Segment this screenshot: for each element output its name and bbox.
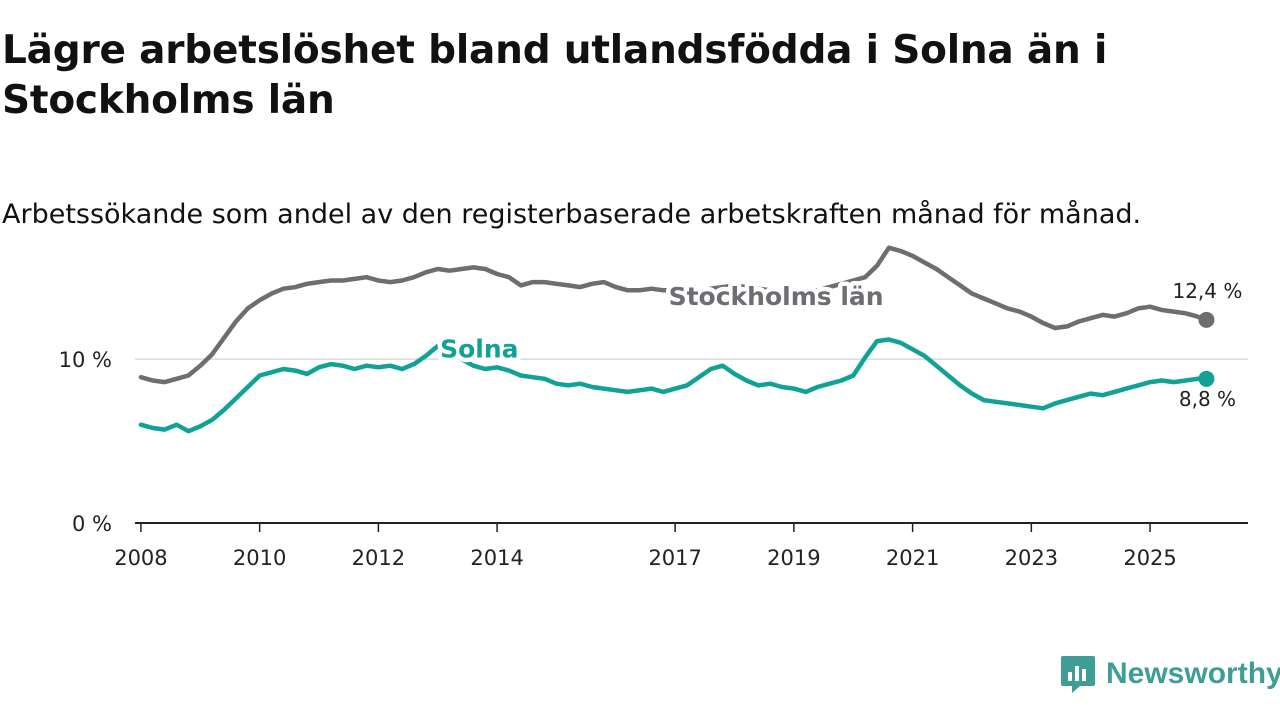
stockholms-lan-end-point xyxy=(1198,311,1215,328)
x-tick-label: 2019 xyxy=(767,546,820,570)
solna-line xyxy=(138,337,1209,434)
solna-series-label: Solna xyxy=(440,335,518,364)
x-tick-label: 2012 xyxy=(352,546,405,570)
chart-title: Lägre arbetslöshet bland utlandsfödda i … xyxy=(2,28,1108,123)
solna-end-point xyxy=(1198,370,1215,387)
x-tick-label: 2023 xyxy=(1005,546,1058,570)
y-tick-label: 10 % xyxy=(59,348,112,372)
stockholms-lan-end-label: 12,4 % xyxy=(1172,279,1242,303)
stockholms-lan-series-label: Stockholms län xyxy=(669,282,884,311)
x-tick-label: 2025 xyxy=(1123,546,1176,570)
x-tick-label: 2010 xyxy=(233,546,286,570)
brand-name: Newsworthy xyxy=(1106,657,1280,690)
newsworthy-logo-icon xyxy=(1061,656,1095,693)
solna-end-label: 8,8 % xyxy=(1179,387,1236,411)
chart-subtitle: Arbetssökande som andel av den registerb… xyxy=(2,199,1142,230)
y-tick-label: 0 % xyxy=(72,512,112,536)
stockholms-lan-line xyxy=(138,245,1209,385)
x-tick-label: 2008 xyxy=(114,546,167,570)
brand-logo: Newsworthy xyxy=(1060,654,1280,694)
x-tick-label: 2014 xyxy=(470,546,523,570)
x-tick-label: 2017 xyxy=(648,546,701,570)
x-tick-label: 2021 xyxy=(886,546,939,570)
